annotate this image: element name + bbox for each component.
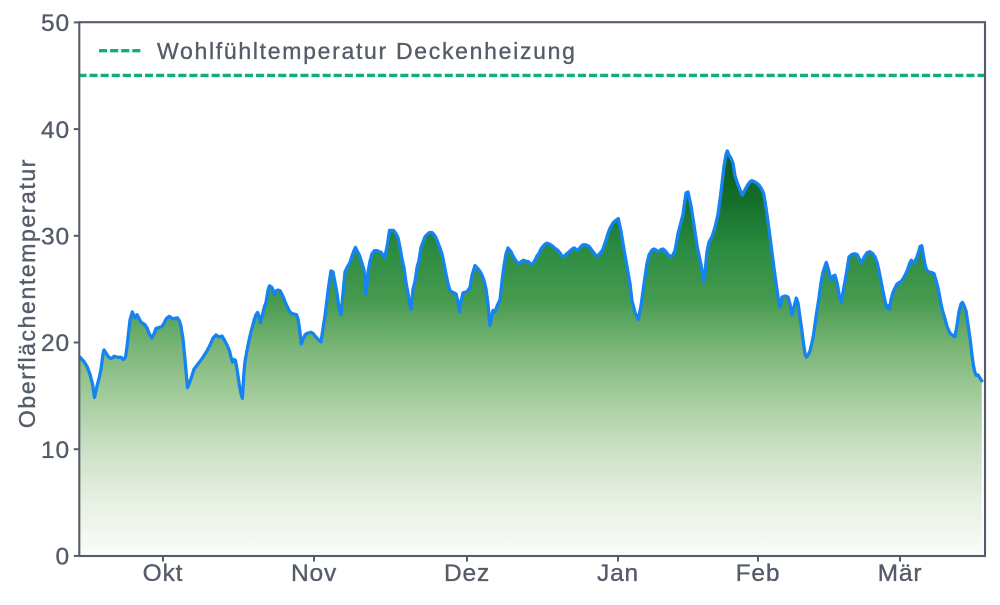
svg-text:Jan: Jan [597,560,639,587]
svg-text:0: 0 [56,544,70,571]
svg-text:20: 20 [41,330,70,357]
svg-text:Nov: Nov [291,560,337,587]
svg-text:30: 30 [41,224,70,251]
svg-text:Wohlfühltemperatur Deckenheizu: Wohlfühltemperatur Deckenheizung [157,38,577,64]
svg-text:Dez: Dez [444,560,490,587]
svg-text:40: 40 [41,117,70,144]
svg-text:Okt: Okt [143,560,184,587]
svg-text:Feb: Feb [736,560,781,587]
svg-text:Mär: Mär [878,560,923,587]
svg-text:50: 50 [41,10,70,37]
svg-text:10: 10 [41,437,70,464]
svg-text:Oberflächentemperatur: Oberflächentemperatur [14,158,40,428]
